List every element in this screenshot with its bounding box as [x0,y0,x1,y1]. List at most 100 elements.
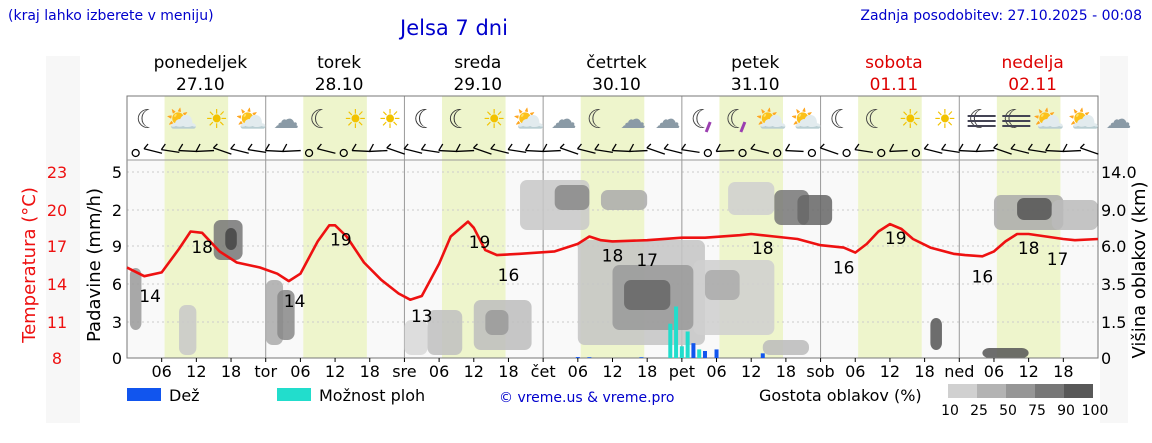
wind-barb-icon [1027,143,1033,151]
wind-barb-icon [316,143,322,150]
moon-icon: ☾ [413,105,436,135]
temperature-line [126,220,1099,302]
wind-barb-icon [576,143,582,150]
wind-barb-icon [854,149,874,153]
day-name: petek [731,53,779,73]
day-date: 01.11 [870,75,919,95]
cloud-cover-area [930,318,942,350]
cloud-cover-area [225,228,237,250]
wind-barb-icon [958,149,977,153]
temperature-axis-title: Temperatura (°C) [19,187,40,344]
precip-tick: 3 [112,313,122,332]
sun-icon: ☀ [378,105,401,135]
page-title: Jelsa 7 dni [400,16,508,40]
rain-bar [575,357,580,358]
rain-bar [702,350,707,358]
wind-barb-icon [352,149,371,153]
day-name: torek [317,53,361,73]
wind-barb-icon [160,143,166,151]
x-tick-label: 18 [221,362,241,381]
day-date: 31.10 [731,75,780,95]
x-tick-label: 06 [984,362,1004,381]
sun-icon: ☀ [205,105,228,135]
density-step-label: 25 [970,403,988,419]
wind-calm-icon [877,148,886,158]
x-tick-label: 12 [602,362,622,381]
wind-calm-icon [807,148,817,158]
rain-bar [760,353,765,358]
wind-barb-icon [212,143,218,149]
cloud-cover-area [704,270,740,300]
wind-barb-icon [317,148,336,154]
density-swatch [948,384,977,398]
wind-barb-icon [612,149,631,153]
temperature-label: 18 [602,246,624,266]
x-tick-label: 06 [290,362,310,381]
density-step-label: 90 [1057,403,1075,419]
temperature-label: 18 [191,238,213,258]
precip-tick: 0 [112,349,122,368]
wind-barb-icon [889,143,895,152]
location-hint[interactable]: (kraj lahko izberete v meniju) [8,8,214,24]
moon-cloud-icon: ☾ [587,105,610,135]
temperature-tick: 11 [47,313,67,332]
day-date: 28.10 [315,75,364,95]
sun-icon: ☀ [933,105,956,135]
wind-barb-icon [664,148,683,154]
wind-barb-icon [213,147,232,155]
storm-bar [685,331,690,358]
temperature-tick: 17 [47,237,67,256]
cloud-icon: ☁ [273,105,299,135]
x-tick-label: 12 [186,362,206,381]
storm-bar [668,323,673,358]
wind-barb-icon [819,143,825,149]
precip-axis-title: Padavine (mm/h) [84,188,105,342]
day-name: nedelja [1001,53,1063,73]
temperature-label: 19 [885,229,907,249]
cloud-cover-area [982,348,1029,358]
temperature-label: 17 [636,251,658,271]
wind-barb-icon [264,143,270,151]
wind-barb-icon [1010,148,1030,154]
moon-icon: ☾ [448,105,471,135]
density-step-label: 10 [941,403,959,419]
day-date: 02.11 [1008,75,1057,95]
wind-barb-icon [178,149,197,153]
cloud-cover-area [797,195,833,225]
x-tick-label: 06 [845,362,865,381]
x-tick-label: 06 [429,362,449,381]
precip-tick: 6 [112,275,122,294]
wind-barb-icon [785,149,804,153]
density-step-label: 100 [1082,403,1109,419]
wind-barb-icon [629,149,648,153]
moon-storm-icon: ☾ [691,105,714,135]
temperature-label: 16 [972,267,994,287]
temperature-tick: 14 [47,275,67,294]
wind-calm-icon [842,148,851,158]
temperature-label: 16 [833,259,855,279]
wind-barb-icon [993,147,1012,155]
density-swatch [1064,384,1093,398]
temperature-label: 14 [139,287,161,307]
day-date: 29.10 [453,75,502,95]
cloud-cover-area [1051,200,1098,230]
wind-barb-icon [1062,143,1068,152]
cloud-drizzle-icon: ☁ [620,105,646,135]
moon-cloud-icon: ☾ [136,105,159,135]
wind-barb-icon [611,143,617,151]
temperature-tick: 20 [47,201,67,220]
lightning-icon [739,121,747,133]
cloud-cover-area [600,190,648,210]
wind-barb-icon [143,148,163,154]
x-tick-label: 12 [880,362,900,381]
x-tick-label: sre [392,362,416,381]
wind-barb-icon [628,143,635,152]
cloud-cover-area [427,310,463,355]
wind-barb-icon [247,143,253,151]
lightning-icon [704,121,712,133]
wind-barb-icon [490,148,509,154]
day-name: četrtek [586,53,647,73]
legend-rain-label: Dež [169,386,200,405]
x-tick-label: 12 [464,362,484,381]
wind-barb-icon [473,143,478,149]
